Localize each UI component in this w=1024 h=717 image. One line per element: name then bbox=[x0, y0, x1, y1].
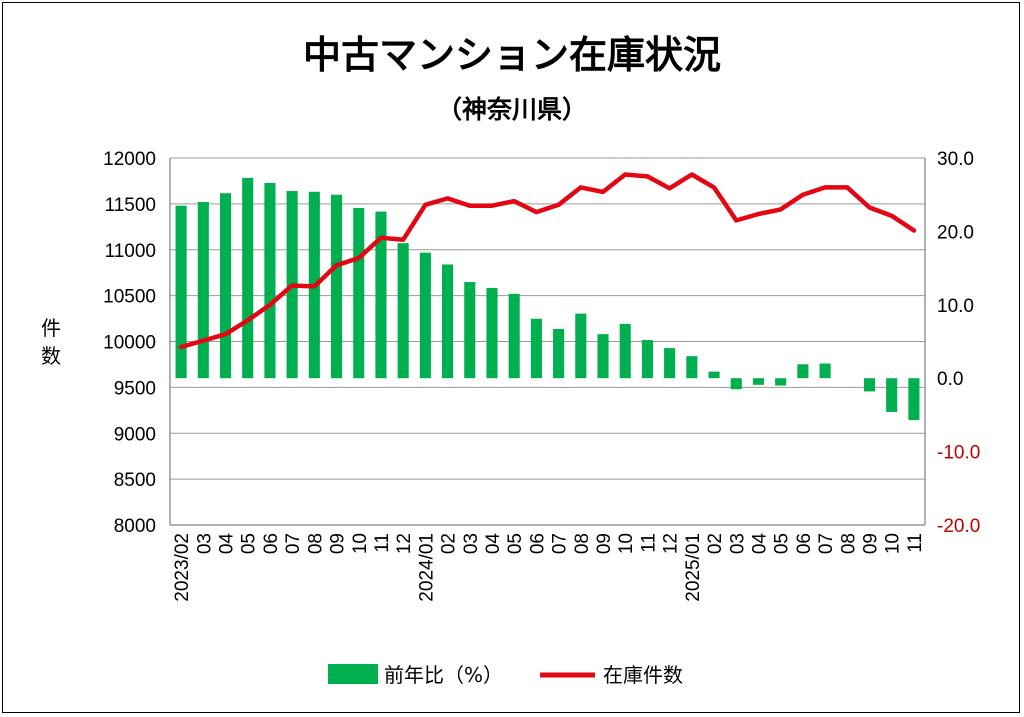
bar bbox=[575, 313, 587, 379]
bar bbox=[597, 334, 609, 379]
bar bbox=[330, 194, 343, 379]
x-tick-label: 10 bbox=[883, 533, 904, 554]
bar bbox=[175, 205, 187, 379]
right-tick-label: 0.0 bbox=[937, 369, 963, 390]
x-tick-label: 04 bbox=[749, 533, 770, 555]
bar bbox=[397, 243, 409, 379]
axes bbox=[169, 158, 926, 526]
bar bbox=[442, 264, 454, 379]
x-tick-label: 06 bbox=[794, 533, 815, 554]
bar bbox=[264, 182, 276, 379]
x-tick-label: 02 bbox=[705, 533, 726, 554]
legend-bar-swatch bbox=[328, 664, 378, 684]
x-tick-label: 08 bbox=[838, 533, 859, 554]
x-tick-label: 12 bbox=[661, 533, 682, 554]
bar bbox=[619, 323, 631, 379]
x-tick-label: 08 bbox=[305, 533, 326, 554]
x-tick-label: 2023/02 bbox=[172, 533, 193, 602]
bar bbox=[353, 207, 365, 379]
x-tick-label: 2024/01 bbox=[416, 533, 437, 602]
bar bbox=[197, 202, 209, 379]
x-tick-label: 11 bbox=[638, 533, 659, 553]
x-tick-label: 04 bbox=[217, 533, 238, 555]
x-tick-label: 05 bbox=[505, 533, 526, 554]
y-axis-label-char-2: 数 bbox=[41, 344, 61, 368]
x-tick-label: 11 bbox=[372, 533, 393, 553]
line-path bbox=[178, 172, 917, 350]
x-tick-label: 05 bbox=[772, 533, 793, 554]
x-tick-label: 08 bbox=[572, 533, 593, 554]
x-tick-label: 06 bbox=[261, 533, 282, 554]
right-tick-label: 30.0 bbox=[937, 149, 974, 170]
chart-title: 中古マンション在庫状況 bbox=[303, 33, 721, 77]
right-tick-label: -10.0 bbox=[937, 443, 980, 464]
bar bbox=[242, 177, 254, 379]
chart-subtitle: （神奈川県） bbox=[437, 95, 587, 124]
bar bbox=[219, 193, 232, 379]
x-tick-label: 03 bbox=[194, 533, 215, 554]
bar bbox=[752, 378, 765, 385]
left-axis-ticks: 12000 11500 11000 10500 10000 9500 9000 8500 800… bbox=[103, 149, 156, 537]
x-tick-label: 07 bbox=[550, 533, 571, 554]
bar bbox=[664, 348, 676, 379]
x-tick-label: 03 bbox=[461, 533, 482, 554]
y-axis-label: 件 数 bbox=[41, 316, 61, 368]
bar bbox=[708, 371, 720, 379]
left-tick-label: 8000 bbox=[114, 516, 156, 537]
legend-bar-label: 前年比（%） bbox=[384, 663, 503, 687]
bar bbox=[730, 378, 742, 390]
bar bbox=[775, 378, 787, 386]
x-tick-label: 07 bbox=[816, 533, 837, 554]
x-tick-label: 10 bbox=[616, 533, 637, 554]
bar bbox=[686, 356, 698, 379]
legend: 前年比（%） 在庫件数 bbox=[328, 663, 683, 687]
x-tick-label: 11 bbox=[905, 533, 926, 553]
x-axis-ticks: 2023/02 03 04 05 06 07 08 09 10 11 12 2024/01 02 03 04… bbox=[172, 533, 926, 602]
left-tick-label: 9000 bbox=[114, 424, 156, 445]
gridlines bbox=[170, 157, 925, 526]
left-tick-label: 11000 bbox=[105, 241, 156, 262]
bar bbox=[863, 378, 876, 392]
x-tick-label: 2025/01 bbox=[683, 533, 704, 602]
x-tick-label: 09 bbox=[328, 533, 349, 554]
bar bbox=[464, 282, 476, 379]
bar bbox=[641, 340, 653, 379]
x-tick-label: 07 bbox=[283, 533, 304, 554]
right-tick-label: -20.0 bbox=[937, 516, 980, 537]
left-tick-label: 9500 bbox=[114, 378, 156, 399]
x-tick-label: 06 bbox=[527, 533, 548, 554]
x-tick-label: 09 bbox=[860, 533, 881, 554]
bar bbox=[530, 318, 542, 379]
x-tick-label: 02 bbox=[439, 533, 460, 554]
bar bbox=[797, 364, 809, 379]
x-tick-label: 12 bbox=[394, 533, 415, 554]
left-tick-label: 10500 bbox=[103, 287, 156, 308]
right-tick-label: 20.0 bbox=[937, 222, 974, 243]
y-axis-label-char-1: 件 bbox=[41, 316, 61, 340]
bar bbox=[553, 329, 565, 379]
bar bbox=[486, 287, 498, 379]
left-tick-label: 11500 bbox=[105, 195, 156, 216]
bar bbox=[886, 378, 898, 412]
left-tick-label: 8500 bbox=[114, 470, 156, 491]
x-tick-label: 04 bbox=[483, 533, 504, 555]
bar bbox=[819, 363, 831, 379]
right-tick-label: 10.0 bbox=[937, 296, 974, 317]
left-tick-label: 10000 bbox=[103, 333, 156, 354]
legend-line-label: 在庫件数 bbox=[603, 663, 683, 687]
bar-series bbox=[175, 177, 920, 421]
bar bbox=[908, 378, 920, 421]
bar bbox=[508, 293, 520, 379]
right-axis-ticks: 30.0 20.0 10.0 0.0 -10.0 -20.0 bbox=[937, 149, 980, 537]
line-series bbox=[178, 172, 917, 350]
x-tick-label: 09 bbox=[594, 533, 615, 554]
x-tick-label: 10 bbox=[350, 533, 371, 554]
bar bbox=[419, 252, 431, 379]
x-tick-label: 05 bbox=[239, 533, 260, 554]
x-tick-label: 03 bbox=[727, 533, 748, 554]
left-tick-label: 12000 bbox=[103, 149, 156, 170]
bar bbox=[375, 211, 387, 379]
